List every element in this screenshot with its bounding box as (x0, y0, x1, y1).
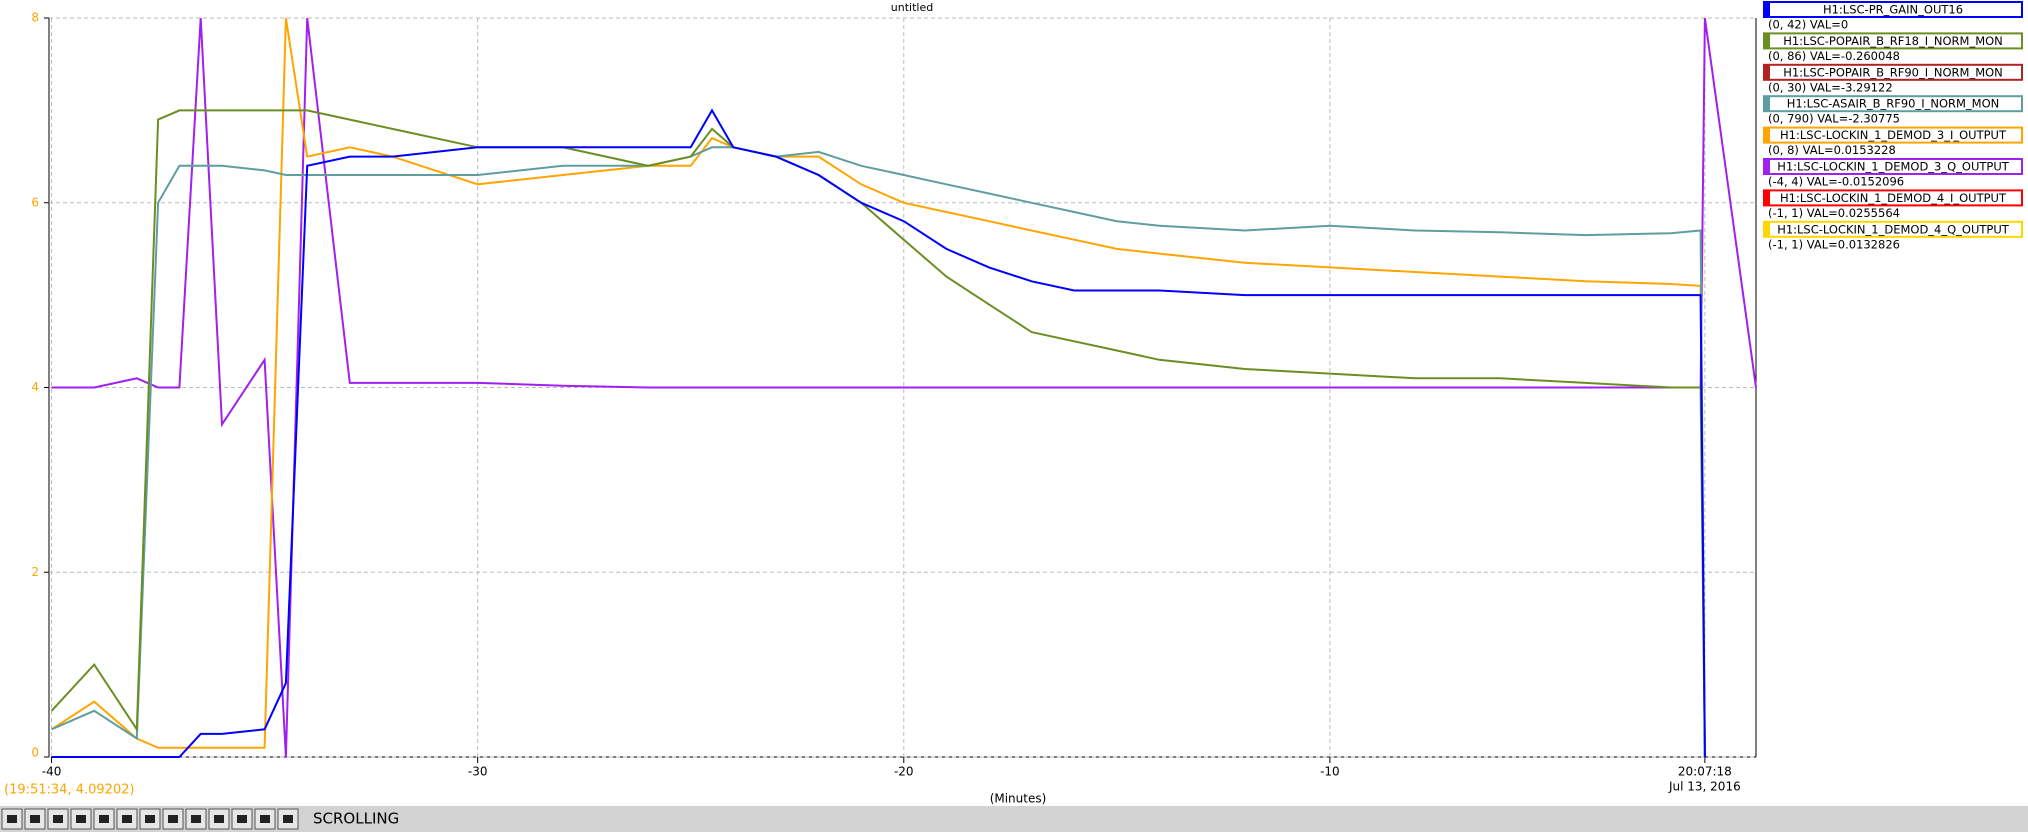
legend-color-bar (1764, 96, 1770, 112)
legend-color-bar (1764, 64, 1770, 80)
legend-color-bar (1764, 221, 1770, 237)
y-tick-label: 2 (31, 565, 39, 579)
date-label: Jul 13, 2016 (1668, 780, 1741, 794)
series-line (51, 108, 1706, 758)
y-tick-label: 8 (31, 11, 39, 25)
toolbar-icon (283, 815, 293, 823)
toolbar-icon (76, 815, 86, 823)
legend-name: H1:LSC-POPAIR_B_RF18_I_NORM_MON (1783, 34, 2003, 48)
toolbar-icon (214, 815, 224, 823)
chart-title: untitled (891, 1, 933, 14)
legend-color-bar (1764, 190, 1770, 206)
legend-name: H1:LSC-LOCKIN_1_DEMOD_3_I_OUTPUT (1780, 128, 2007, 142)
legend-info: (0, 790) VAL=-2.30775 (1768, 112, 1900, 126)
toolbar-icon (168, 815, 178, 823)
y-tick-label: 0 (31, 746, 39, 760)
legend-name: H1:LSC-LOCKIN_1_DEMOD_4_I_OUTPUT (1780, 191, 2007, 205)
x-axis-label: (Minutes) (990, 792, 1047, 806)
toolbar-icon (122, 815, 132, 823)
x-tick-label: -10 (1320, 765, 1340, 779)
legend-info: (-1, 1) VAL=0.0255564 (1768, 206, 1900, 220)
legend-info: (0, 42) VAL=0 (1768, 18, 1848, 32)
x-tick-label: -30 (468, 765, 488, 779)
toolbar (0, 806, 2028, 832)
legend-color-bar (1764, 2, 1770, 17)
legend-info: (-4, 4) VAL=-0.0152096 (1768, 175, 1904, 189)
legend-name: H1:LSC-POPAIR_B_RF90_I_NORM_MON (1783, 65, 2003, 79)
x-tick-label: 20:07:18 (1678, 765, 1732, 779)
legend-color-bar (1764, 33, 1770, 49)
toolbar-icon (260, 815, 270, 823)
legend-name: H1:LSC-LOCKIN_1_DEMOD_4_Q_OUTPUT (1777, 222, 2010, 236)
legend-color-bar (1764, 127, 1770, 143)
toolbar-icon (145, 815, 155, 823)
legend-name: H1:LSC-PR_GAIN_OUT16 (1823, 3, 1963, 17)
x-tick-label: -40 (42, 765, 62, 779)
toolbar-icon (7, 815, 17, 823)
legend-info: (0, 30) VAL=-3.29122 (1768, 80, 1893, 94)
series-line (51, 17, 1757, 758)
cursor-status: (19:51:34, 4.09202) (4, 783, 135, 798)
toolbar-icon (237, 815, 247, 823)
legend-info: (-1, 1) VAL=0.0132826 (1768, 237, 1900, 251)
y-tick-label: 6 (31, 195, 39, 209)
legend-info: (0, 8) VAL=0.0153228 (1768, 143, 1896, 157)
toolbar-icon (99, 815, 109, 823)
legend-name: H1:LSC-ASAIR_B_RF90_I_NORM_MON (1787, 97, 2000, 111)
legend-color-bar (1764, 159, 1770, 174)
y-tick-label: 4 (31, 380, 39, 394)
legend-info: (0, 86) VAL=-0.260048 (1768, 49, 1900, 63)
toolbar-icon (53, 815, 63, 823)
x-tick-label: -20 (894, 765, 914, 779)
toolbar-icon (191, 815, 201, 823)
toolbar-icon (30, 815, 40, 823)
legend-name: H1:LSC-LOCKIN_1_DEMOD_3_Q_OUTPUT (1777, 160, 2010, 174)
mode-label: SCROLLING (313, 810, 399, 828)
